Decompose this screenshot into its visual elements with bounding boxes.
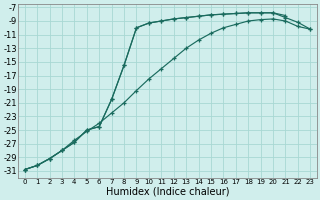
X-axis label: Humidex (Indice chaleur): Humidex (Indice chaleur): [106, 187, 229, 197]
